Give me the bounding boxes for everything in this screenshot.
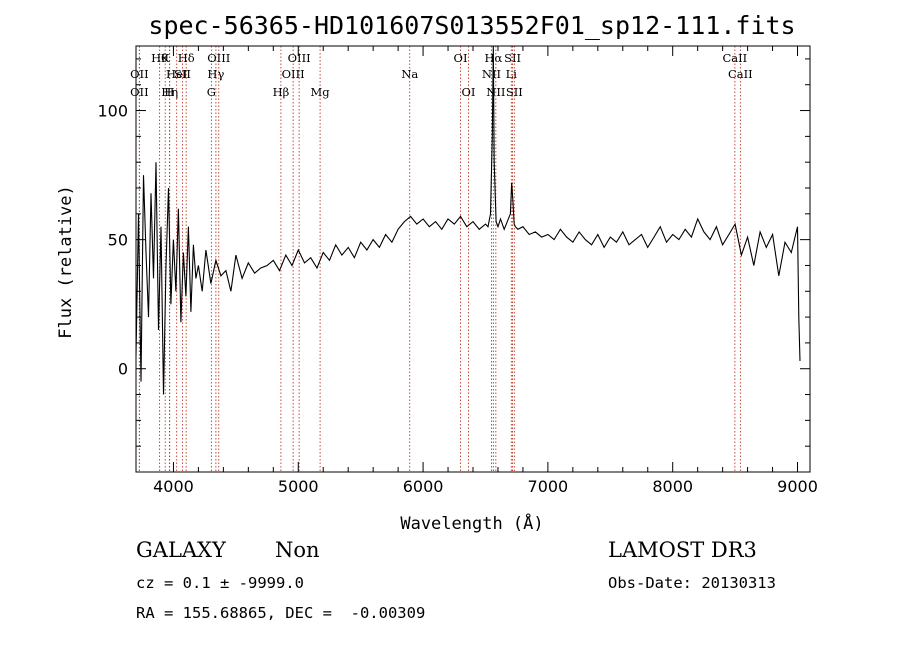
spectrum-series-line: [135, 45, 801, 395]
spectral-line-label: NII: [482, 67, 501, 81]
y-tick-label: 50: [108, 231, 128, 250]
plot-frame: [135, 45, 811, 473]
spectral-line-label: SII: [504, 51, 521, 65]
spectral-line-label: CaII: [722, 51, 747, 65]
spectral-line-label: OIII: [282, 67, 305, 81]
obs-date: Obs-Date: 20130313: [608, 574, 776, 592]
x-tick-label: 5000: [278, 477, 319, 496]
spectral-line-label: OI: [462, 85, 476, 99]
spectral-line-label: OI: [454, 51, 468, 65]
survey-name: LAMOST DR3: [608, 538, 757, 562]
y-axis-label: Flux (relative): [56, 185, 76, 339]
object-class: GALAXY: [136, 538, 226, 562]
spectral-line-labels: OIIOIIHθKHHeISIIHδHηHγGOIIIHβOIIIOIIIMgN…: [130, 51, 753, 99]
spectral-line-label: HeI: [166, 67, 187, 81]
spectral-line-markers: [138, 46, 741, 472]
spectral-line-label: Na: [401, 67, 418, 81]
y-tick-label: 0: [118, 360, 128, 379]
x-tick-label: 7000: [528, 477, 569, 496]
spectral-line-label: OII: [130, 67, 149, 81]
spectral-line-label: Hβ: [273, 85, 290, 99]
spectral-line-label: Hθ: [151, 51, 168, 65]
spectral-line-label: H: [164, 85, 174, 99]
spectral-line-label: Hη: [161, 85, 178, 99]
y-tick-label: 100: [97, 102, 128, 121]
spectral-line-label: Hγ: [207, 67, 224, 81]
ra-dec: RA = 155.68865, DEC = -0.00309: [136, 604, 426, 622]
spectral-line-label: Mg: [311, 85, 331, 99]
spectral-line-label: Li: [506, 67, 518, 81]
x-tick-label: 6000: [403, 477, 444, 496]
spectral-line-label: SII: [174, 67, 191, 81]
spectral-line-label: OII: [130, 85, 149, 99]
spectral-line-label: OIII: [288, 51, 311, 65]
spectral-line-label: NII: [486, 85, 505, 99]
x-tick-label: 9000: [777, 477, 818, 496]
spectral-line-label: SII: [506, 85, 523, 99]
chart-title: spec-56365-HD101607S013552F01_sp12-111.f…: [148, 11, 795, 40]
object-subclass: Non: [275, 538, 320, 562]
x-tick-label: 4000: [153, 477, 194, 496]
spectral-line-label: G: [207, 85, 216, 99]
spectral-line-label: K: [161, 51, 170, 65]
spectral-line-label: CaII: [728, 67, 753, 81]
spectral-line-label: OIII: [207, 51, 230, 65]
x-tick-label: 8000: [652, 477, 693, 496]
axis-ticks: 4000 5000 6000 7000 8000 9000 0 50 100: [97, 46, 818, 496]
redshift-cz: cz = 0.1 ± -9999.0: [136, 574, 304, 592]
spectral-line-label: Hδ: [178, 51, 195, 65]
x-axis-label: Wavelength (Å): [400, 512, 543, 534]
